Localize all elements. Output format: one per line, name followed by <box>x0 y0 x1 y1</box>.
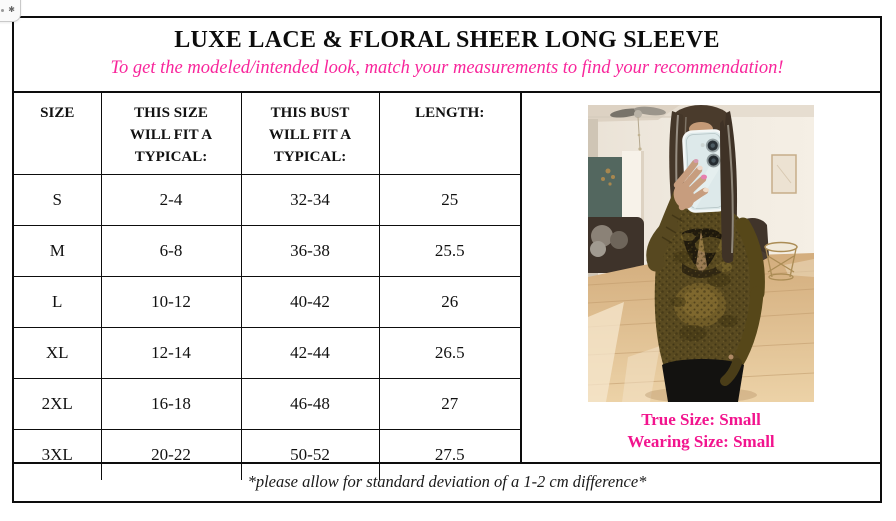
length-cell: 27.5 <box>434 444 465 464</box>
fit-cell: 20-22 <box>101 429 242 480</box>
size-cell: 3XL <box>14 429 102 480</box>
bust-cell: 42-44 <box>241 327 380 379</box>
size-guide-card: LUXE LACE & FLORAL SHEER LONG SLEEVE To … <box>12 16 882 503</box>
fit-cell: 10-12 <box>101 276 242 328</box>
fit-cell: 12-14 <box>101 327 242 379</box>
deviation-footnote: *please allow for standard deviation of … <box>14 462 880 501</box>
true-size-label: True Size: Small <box>641 410 761 429</box>
fit-instruction: To get the modeled/intended look, match … <box>110 57 784 78</box>
bust-cell: 46-48 <box>241 378 380 430</box>
dot-icon <box>1 9 4 12</box>
size-cell: S <box>14 174 102 226</box>
size-cell: XL <box>14 327 102 379</box>
col-header-size: SIZE <box>14 93 102 175</box>
size-cell: L <box>14 276 102 328</box>
table-row: 2XL 16-18 46-48 27 <box>14 378 520 430</box>
length-cell: 25 <box>379 174 520 226</box>
sparkle-icon: ✱ <box>8 5 15 14</box>
size-cell: 2XL <box>14 378 102 430</box>
bust-cell: 40-42 <box>241 276 380 328</box>
length-cell: 26 <box>379 276 520 328</box>
length-cell: 25.5 <box>379 225 520 277</box>
table-row: 3XL 20-22 50-52 27.5 <box>14 429 520 480</box>
fit-cell: 6-8 <box>101 225 242 277</box>
table-row: L 10-12 40-42 26 <box>14 276 520 328</box>
model-photo <box>588 105 814 402</box>
table-row: XL 12-14 42-44 26.5 <box>14 327 520 379</box>
length-cell: 26.5 <box>379 327 520 379</box>
fit-cell: 16-18 <box>101 378 242 430</box>
bust-cell: 32-34 <box>241 174 380 226</box>
header-row: SIZE THIS SIZE WILL FIT A TYPICAL: THIS … <box>14 93 520 175</box>
wearing-size-label: Wearing Size: Small <box>627 432 775 452</box>
model-size-caption: True Size: Small Wearing Size: Small <box>522 409 880 454</box>
card-header: LUXE LACE & FLORAL SHEER LONG SLEEVE To … <box>14 18 880 91</box>
bust-cell: 50-52 <box>241 429 380 480</box>
bust-cell: 36-38 <box>241 225 380 277</box>
size-chart-table: SIZE THIS SIZE WILL FIT A TYPICAL: THIS … <box>14 93 522 480</box>
length-cell: 27 <box>379 378 520 430</box>
model-photo-panel: True Size: Small Wearing Size: Small <box>522 93 880 462</box>
table-row: S 2-4 32-34 25 <box>14 174 520 226</box>
size-cell: M <box>14 225 102 277</box>
col-header-typical-size: THIS SIZE WILL FIT A TYPICAL: <box>101 93 242 175</box>
col-header-typical-bust: THIS BUST WILL FIT A TYPICAL: <box>241 93 380 175</box>
browser-corner-widget[interactable]: ✱ <box>0 0 21 22</box>
table-row: M 6-8 36-38 25.5 <box>14 225 520 277</box>
product-title: LUXE LACE & FLORAL SHEER LONG SLEEVE <box>174 27 720 53</box>
col-header-length: LENGTH: <box>379 93 520 175</box>
fit-cell: 2-4 <box>101 174 242 226</box>
